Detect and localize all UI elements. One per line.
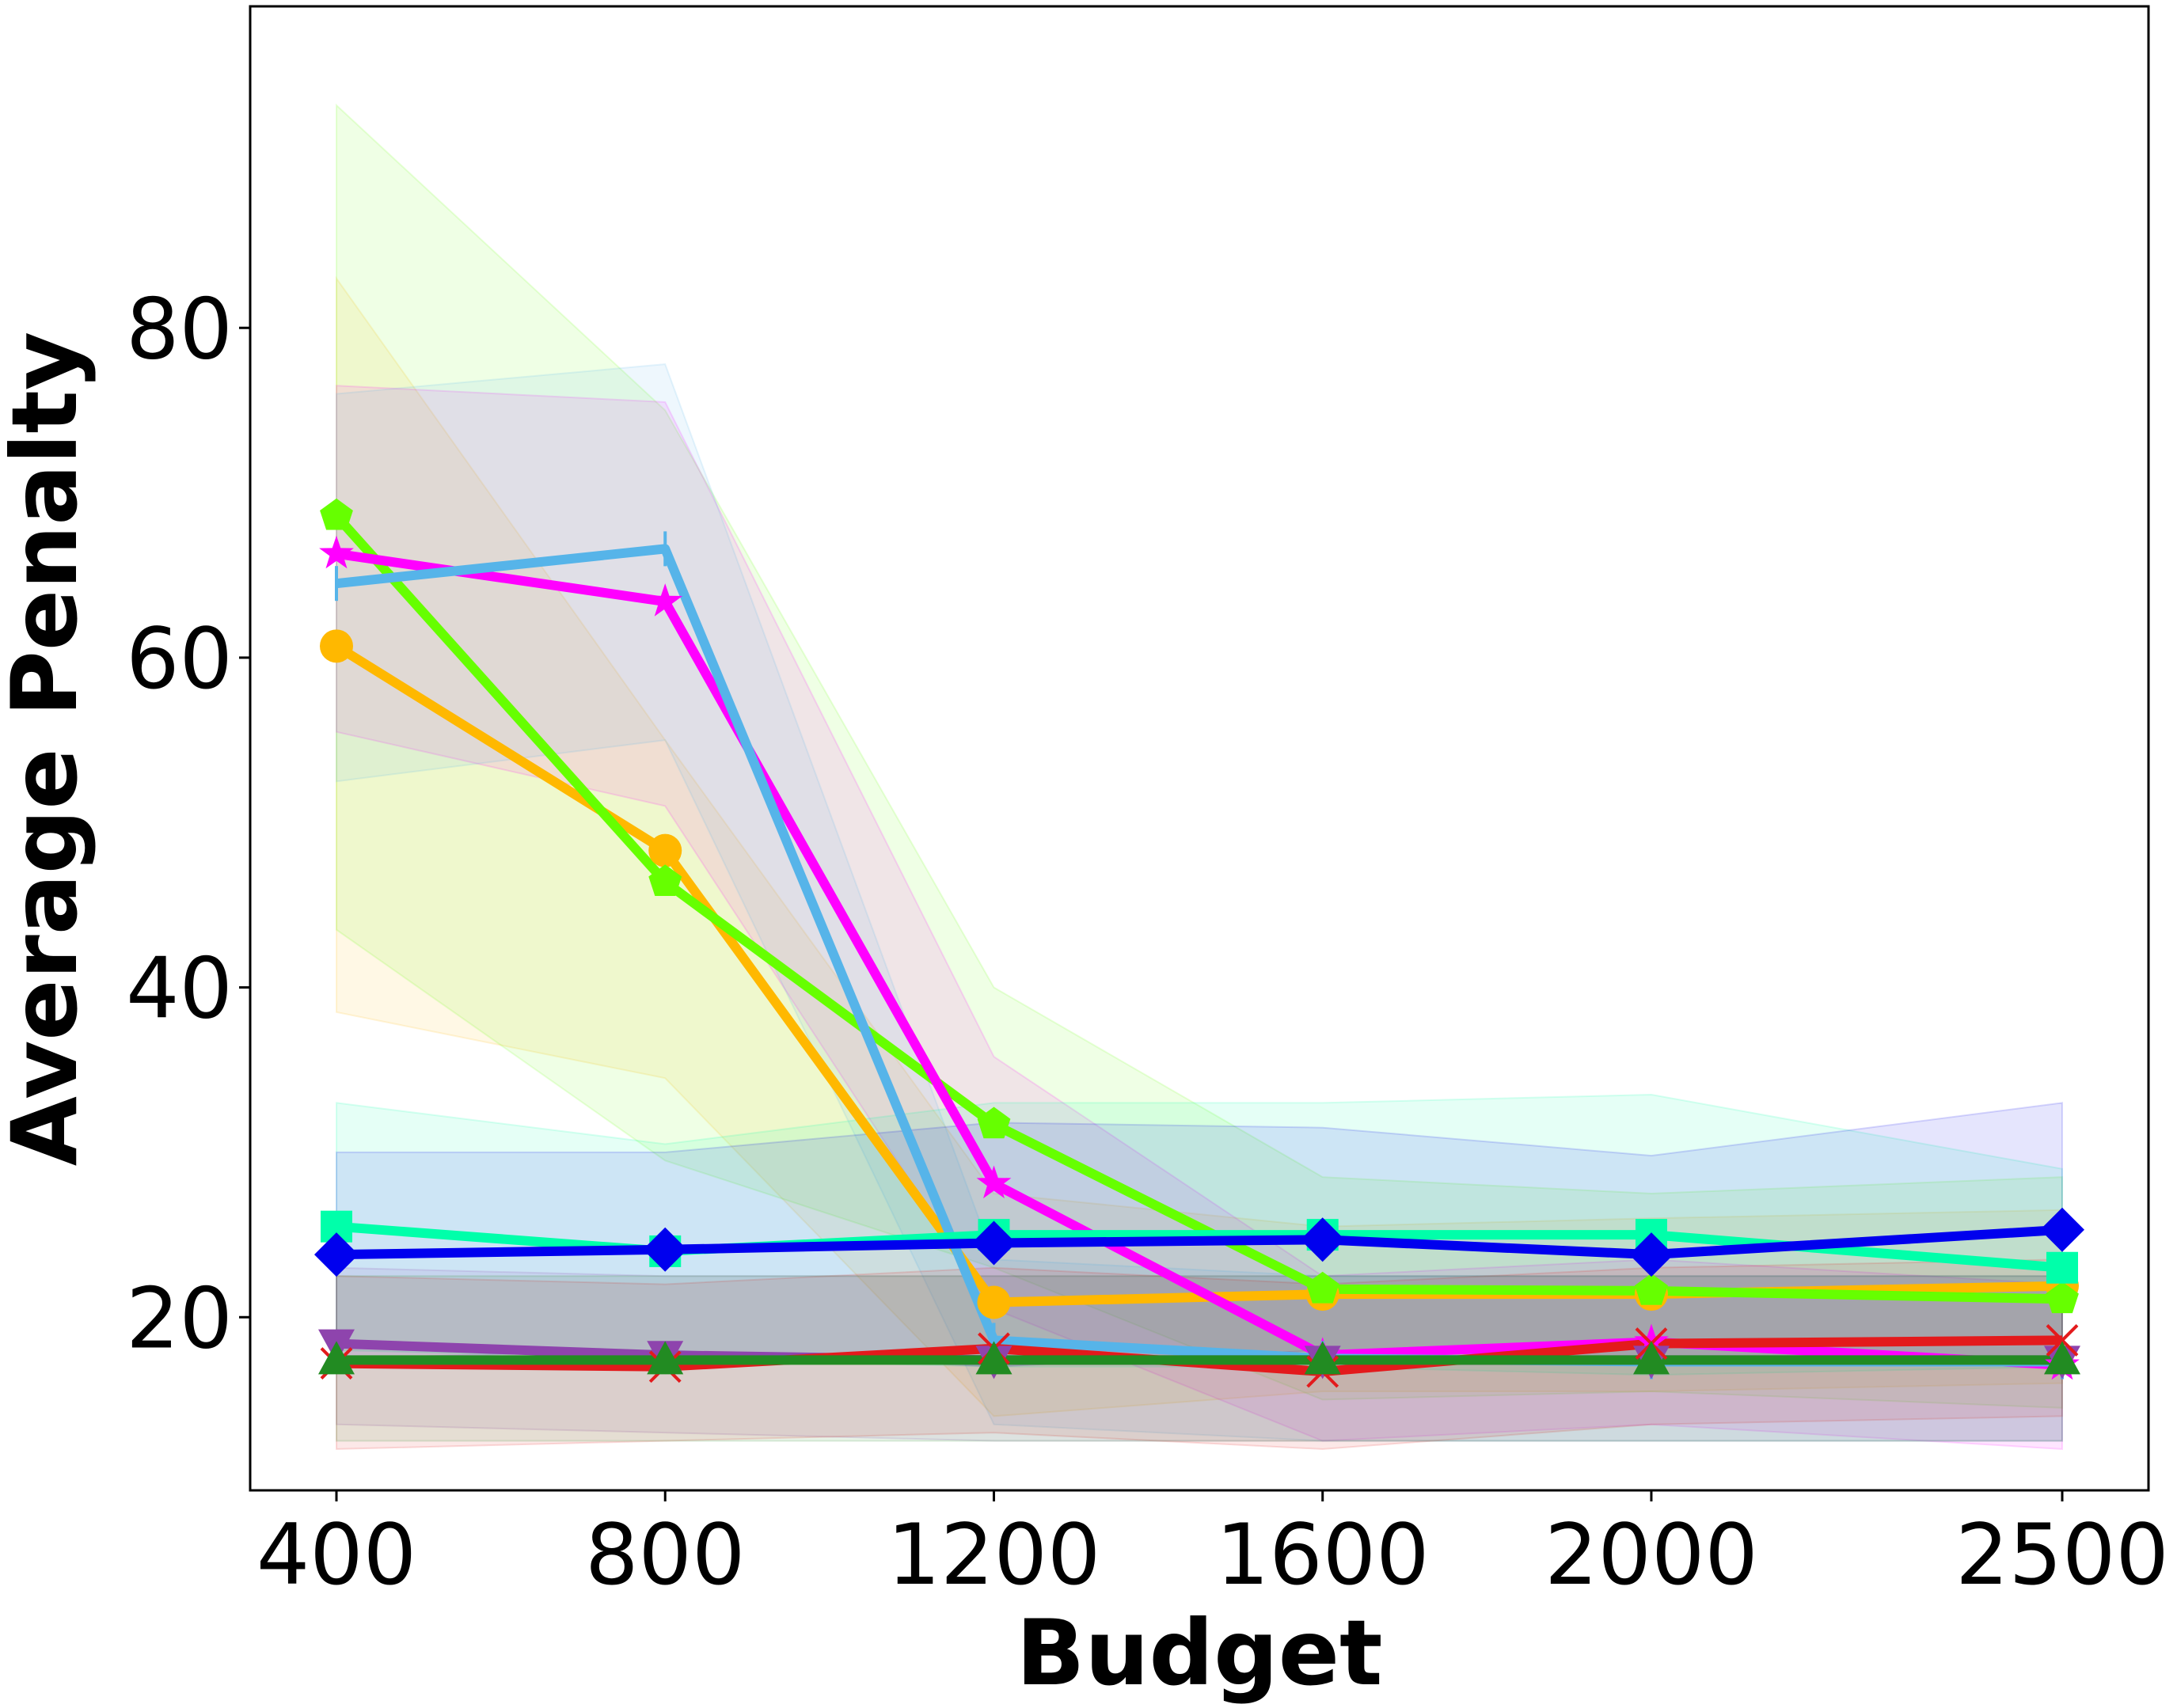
x-axis: 400 800 1200 1600 2000 2500 — [256, 1490, 2169, 1604]
series-5-point-5 — [2040, 1207, 2084, 1252]
y-axis: 20 40 60 80 — [126, 280, 250, 1367]
series-lines — [332, 512, 2063, 1376]
series-1-point-1 — [648, 864, 682, 896]
series-7-point-5 — [2046, 1324, 2079, 1357]
series-1-point-2 — [977, 1106, 1011, 1139]
series-2-point-4 — [1634, 1323, 1669, 1357]
series-0-point-2 — [977, 1285, 1011, 1319]
series-8-point-0 — [318, 1341, 355, 1375]
x-tick-label-4: 2000 — [1544, 1506, 1758, 1604]
series-8-point-1 — [647, 1341, 684, 1375]
series-1-point-3 — [1305, 1271, 1339, 1304]
x-tick-label-3: 1600 — [1216, 1506, 1430, 1604]
series-0-point-1 — [648, 833, 682, 867]
series-1-point-5 — [2046, 1281, 2079, 1314]
y-axis-label: Average Penalty — [0, 332, 97, 1166]
series-markers — [314, 498, 2084, 1388]
plot-frame — [249, 5, 2150, 1492]
series-8-point-2 — [975, 1341, 1013, 1375]
series-1-point-0 — [320, 498, 353, 530]
y-tick-label-1: 40 — [126, 940, 233, 1038]
y-tick-label-0: 20 — [126, 1270, 233, 1367]
x-tick-label-5: 2500 — [1955, 1506, 2169, 1604]
series-5-point-2 — [971, 1220, 1016, 1266]
x-tick-label-2: 1200 — [887, 1506, 1101, 1604]
series-1-point-4 — [1635, 1273, 1668, 1305]
series-5-point-4 — [1629, 1232, 1674, 1277]
series-4-point-5 — [2046, 1251, 2078, 1284]
series-2-point-0 — [319, 535, 354, 569]
x-tick-label-0: 400 — [256, 1506, 416, 1604]
series-5-line — [336, 1224, 2063, 1260]
series-5-point-0 — [314, 1232, 359, 1277]
y-tick-label-3: 80 — [126, 280, 233, 378]
x-axis-label: Budget — [1016, 1600, 1382, 1706]
series-8-point-3 — [1304, 1341, 1341, 1375]
y-tick-label-2: 60 — [126, 610, 233, 708]
series-1-band — [336, 103, 2063, 1409]
series-0-band — [336, 275, 2063, 1418]
series-2-point-1 — [648, 583, 683, 617]
series-5-point-3 — [1300, 1217, 1345, 1262]
x-tick-label-1: 800 — [585, 1506, 745, 1604]
series-5-point-1 — [643, 1227, 688, 1272]
series-0-point-0 — [320, 629, 353, 663]
series-2-band — [336, 385, 2063, 1450]
series-2-point-2 — [976, 1165, 1012, 1199]
series-8-point-4 — [1633, 1341, 1670, 1375]
series-8-point-5 — [2044, 1341, 2080, 1375]
series-1-line — [332, 512, 2063, 1304]
